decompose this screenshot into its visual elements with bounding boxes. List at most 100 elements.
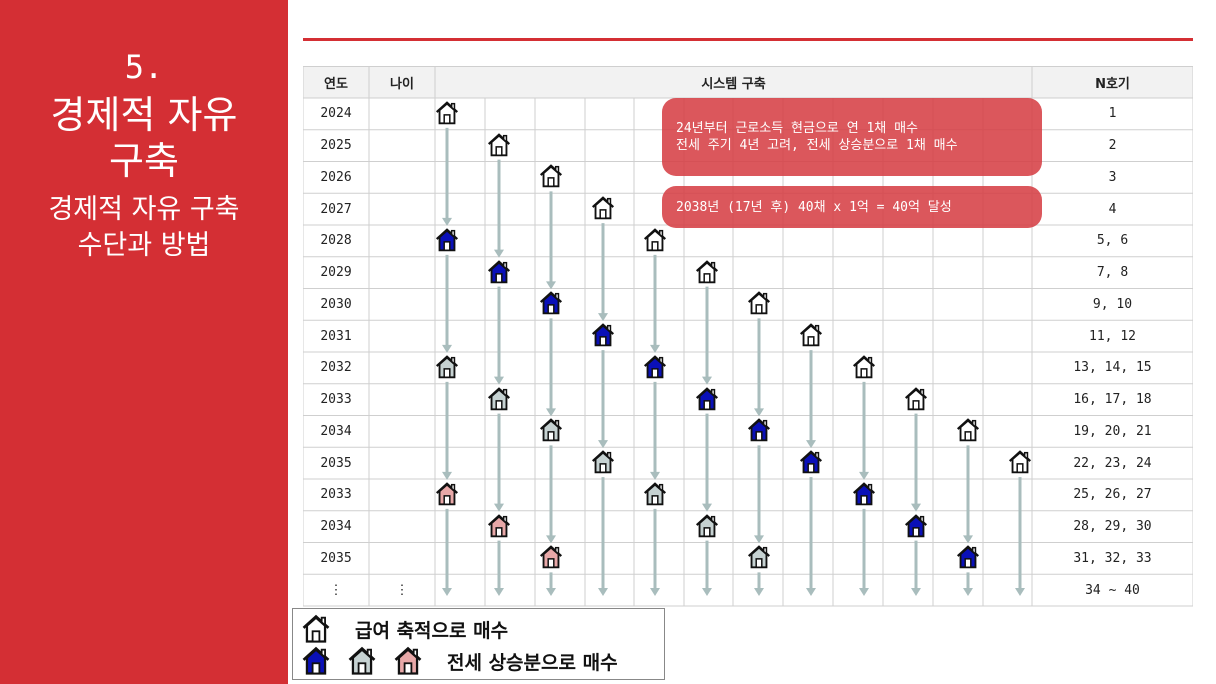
legend-jeonse-label: 전세 상승분으로 매수 bbox=[447, 651, 618, 674]
year-cell: 2027 bbox=[320, 201, 352, 217]
house-blue-icon bbox=[485, 258, 513, 286]
flow-arrow-head bbox=[650, 344, 660, 353]
year-cell: 2034 bbox=[320, 519, 352, 535]
house-white-icon bbox=[797, 321, 825, 349]
header-background bbox=[303, 66, 1193, 98]
house-blue-icon bbox=[641, 353, 669, 381]
count-cell: 7, 8 bbox=[1096, 265, 1129, 281]
flow-arrow-head bbox=[1015, 588, 1025, 596]
house-blue-icon bbox=[902, 512, 930, 540]
house-white-icon bbox=[641, 226, 669, 254]
note-goal-text: 2038년 (17년 후) 40채 x 1억 = 40억 달성 bbox=[676, 199, 952, 215]
house-white-icon bbox=[485, 131, 513, 159]
house-blue-icon bbox=[433, 226, 461, 254]
age-cell bbox=[369, 257, 435, 289]
age-cell bbox=[369, 543, 435, 575]
age-cell bbox=[369, 130, 435, 162]
count-cell: 34 ~ 40 bbox=[1085, 582, 1140, 598]
flow-arrow-head bbox=[598, 588, 608, 596]
flow-arrow-head bbox=[494, 503, 504, 512]
house-white-icon bbox=[902, 385, 930, 413]
count-cell: 11, 12 bbox=[1089, 328, 1136, 344]
system-table: 연도 나이 시스템 구축 N호기 2024 1 2025 2 2026 3 2027 4 202… bbox=[303, 66, 1193, 610]
page-title: 경제적 자유 구축 bbox=[0, 92, 288, 184]
flow-arrow-head bbox=[546, 588, 556, 596]
count-cell: 13, 14, 15 bbox=[1073, 360, 1152, 376]
count-cell: 3 bbox=[1108, 169, 1117, 185]
count-cell: 2 bbox=[1108, 138, 1117, 154]
flow-arrow-head bbox=[546, 408, 556, 417]
flow-arrow-head bbox=[754, 535, 764, 544]
house-blue-icon bbox=[537, 289, 565, 317]
top-divider bbox=[303, 38, 1193, 41]
header-year: 연도 bbox=[324, 76, 348, 92]
year-cell: 2031 bbox=[320, 328, 352, 344]
age-cell bbox=[369, 162, 435, 194]
flow-arrow-head bbox=[650, 471, 660, 480]
house-white-icon bbox=[954, 416, 982, 444]
house-blue-icon bbox=[299, 644, 339, 678]
legend: 급여 축적으로 매수 전세 상승분으로 매수 bbox=[292, 608, 665, 680]
note-goal: 2038년 (17년 후) 40채 x 1억 = 40억 달성 bbox=[662, 186, 1042, 228]
house-blue-icon bbox=[693, 385, 721, 413]
flow-arrow-head bbox=[859, 471, 869, 480]
year-cell: 2033 bbox=[320, 487, 352, 503]
house-outline-icon bbox=[299, 612, 339, 646]
count-cell: 16, 17, 18 bbox=[1073, 392, 1152, 408]
count-cell: 5, 6 bbox=[1096, 233, 1129, 249]
house-gray-icon bbox=[745, 543, 773, 571]
year-cell: 2035 bbox=[320, 550, 352, 566]
house-gray-icon bbox=[641, 480, 669, 508]
age-cell bbox=[369, 479, 435, 511]
header-system: 시스템 구축 bbox=[701, 76, 766, 92]
legend-jeonse: 전세 상승분으로 매수 bbox=[299, 645, 618, 677]
age-cell bbox=[369, 98, 435, 130]
flow-arrow-head bbox=[442, 217, 452, 226]
page-subtitle-line1: 경제적 자유 구축 bbox=[48, 194, 240, 225]
house-pink-icon bbox=[433, 480, 461, 508]
flow-arrow-head bbox=[598, 313, 608, 322]
house-blue-icon bbox=[850, 480, 878, 508]
year-cell: 2024 bbox=[320, 106, 352, 122]
legend-salary-label: 급여 축적으로 매수 bbox=[355, 619, 509, 642]
flow-arrow-head bbox=[442, 344, 452, 353]
flow-arrow-head bbox=[911, 588, 921, 596]
flow-arrow-head bbox=[442, 588, 452, 596]
flow-arrow-head bbox=[859, 588, 869, 596]
house-blue-icon bbox=[589, 321, 617, 349]
house-white-icon bbox=[850, 353, 878, 381]
house-white-icon bbox=[433, 99, 461, 127]
header-age: 나이 bbox=[390, 76, 414, 92]
flow-arrow-head bbox=[598, 440, 608, 449]
year-cell: 2030 bbox=[320, 296, 352, 312]
flow-arrow-head bbox=[963, 588, 973, 596]
flow-arrow-head bbox=[911, 503, 921, 512]
house-white-icon bbox=[1006, 448, 1034, 476]
year-cell: 2032 bbox=[320, 360, 352, 376]
flow-arrow-head bbox=[806, 440, 816, 449]
house-white-icon bbox=[693, 258, 721, 286]
house-gray-icon bbox=[693, 512, 721, 540]
flow-arrow-head bbox=[546, 281, 556, 290]
count-cell: 28, 29, 30 bbox=[1073, 519, 1152, 535]
age-cell bbox=[369, 384, 435, 416]
house-pink-icon bbox=[391, 644, 431, 678]
page-subtitle: 경제적 자유 구축 수단과 방법 bbox=[0, 192, 288, 264]
house-pink-icon bbox=[485, 512, 513, 540]
house-white-icon bbox=[537, 162, 565, 190]
year-cell: 2029 bbox=[320, 265, 352, 281]
age-cell bbox=[369, 320, 435, 352]
page-title-line1: 경제적 자유 bbox=[50, 93, 238, 137]
count-cell: 19, 20, 21 bbox=[1073, 423, 1152, 439]
house-gray-icon bbox=[537, 416, 565, 444]
age-cell bbox=[369, 289, 435, 321]
house-gray-icon bbox=[589, 448, 617, 476]
count-cell: 22, 23, 24 bbox=[1073, 455, 1152, 471]
age-cell bbox=[369, 352, 435, 384]
count-cell: 31, 32, 33 bbox=[1073, 550, 1152, 566]
year-cell: ⋮ bbox=[329, 582, 343, 598]
age-cell bbox=[369, 511, 435, 543]
sidebar: 5. 경제적 자유 구축 경제적 자유 구축 수단과 방법 bbox=[0, 0, 288, 684]
age-cell: ⋮ bbox=[395, 582, 409, 598]
note-annual-purchase-line2: 전세 주기 4년 고려, 전세 상승분으로 1채 매수 bbox=[676, 138, 958, 153]
